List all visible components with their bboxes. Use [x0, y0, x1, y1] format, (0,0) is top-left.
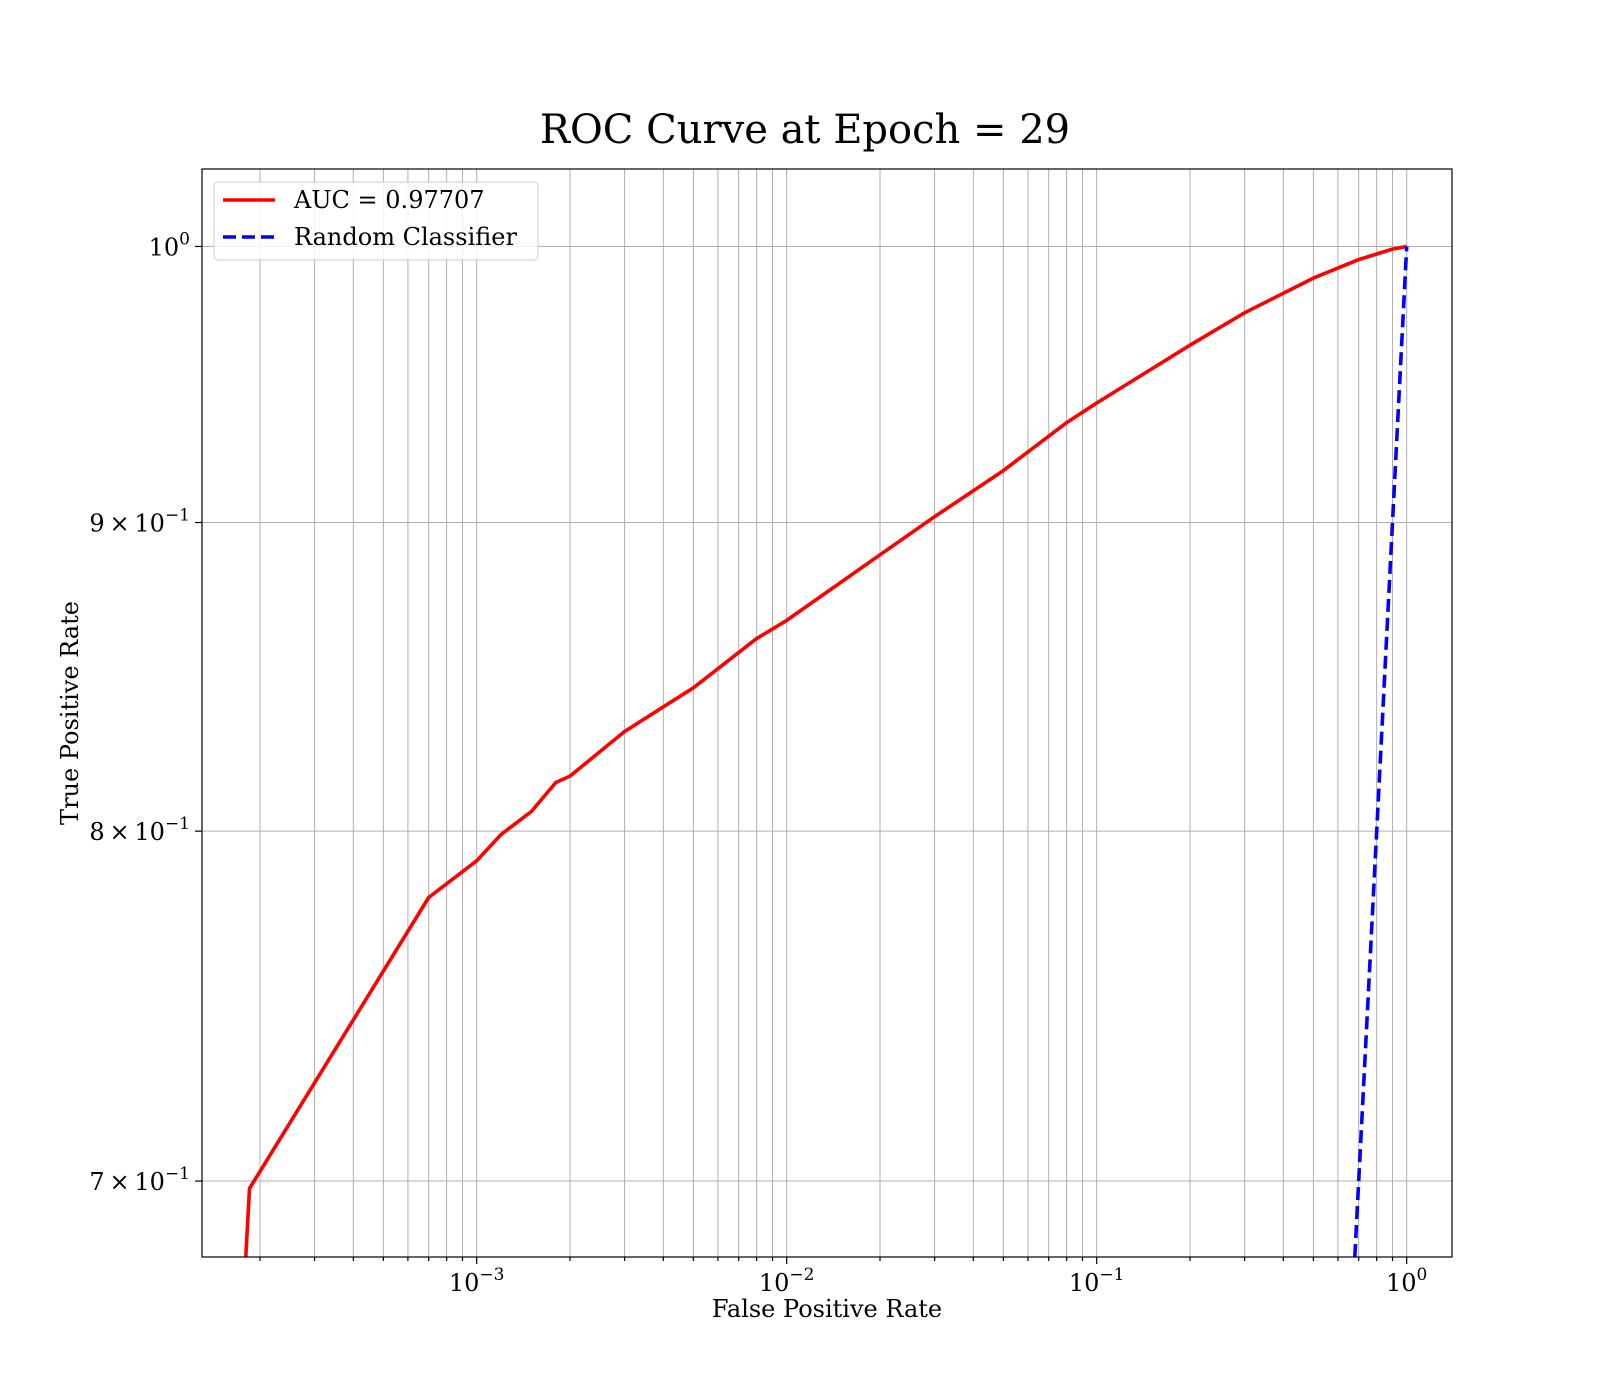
y-tick-label: 8 × 10−1: [89, 814, 190, 846]
plot-series: [244, 244, 1409, 1257]
y-ticks: 7 × 10−1 8 × 10−1 9 × 10−1 100: [89, 229, 202, 1196]
x-tick-label: 100: [1386, 1265, 1427, 1297]
legend-box: [213, 181, 539, 261]
x-axis-label: False Positive Rate: [712, 1295, 942, 1323]
y-tick-label: 7 × 10−1: [89, 1164, 190, 1196]
x-tick-label: 10−1: [1069, 1265, 1125, 1297]
y-tick-label: 100: [149, 229, 190, 261]
roc-curve-line: [244, 244, 1408, 1257]
x-tick-label: 10−3: [449, 1265, 505, 1297]
legend-label: Random Classifier: [294, 223, 517, 251]
legend-label: AUC = 0.97707: [293, 186, 485, 214]
x-tick-label: 10−2: [759, 1265, 815, 1297]
chart-title: ROC Curve at Epoch = 29: [540, 107, 1070, 153]
random-classifier-line: [1353, 246, 1409, 1257]
plot-frame: [201, 168, 1453, 1258]
y-tick-label: 9 × 10−1: [89, 506, 190, 538]
x-ticks: 10−3 10−2 10−1 100: [259, 1257, 1427, 1297]
y-axis-label: True Positive Rate: [56, 601, 84, 825]
legend: AUC = 0.97707 Random Classifier: [213, 181, 539, 261]
grid: [202, 169, 1452, 1257]
